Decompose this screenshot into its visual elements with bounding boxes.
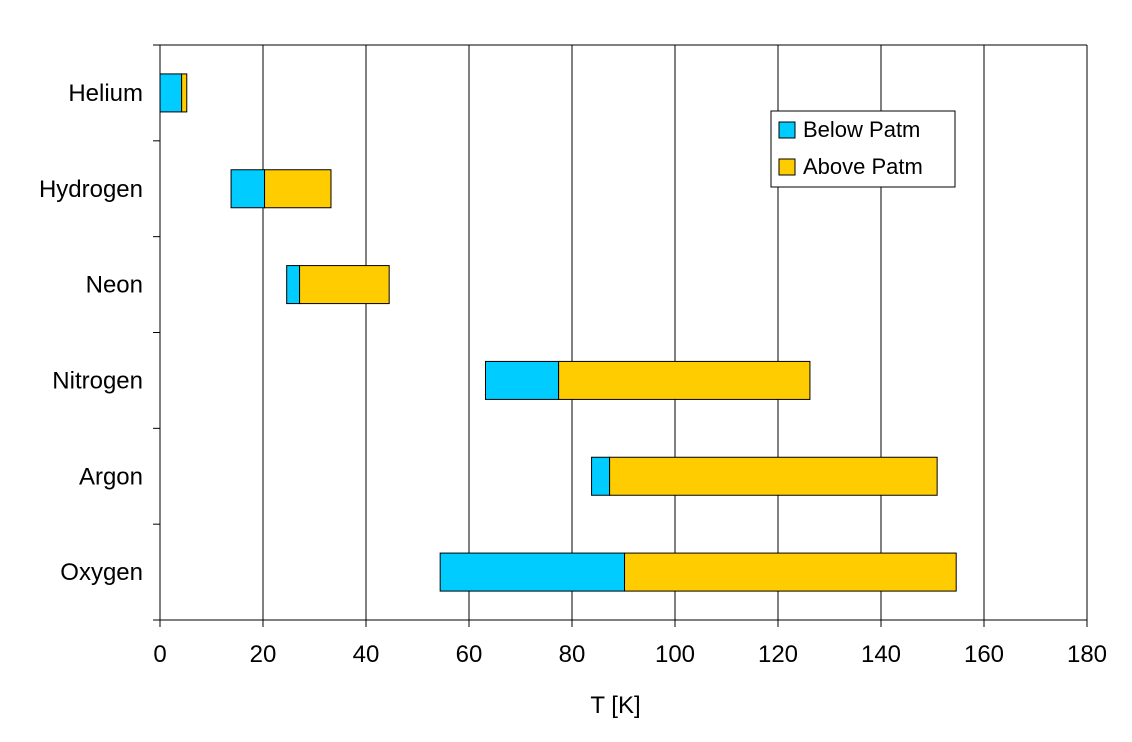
x-tick-label: 40 xyxy=(353,641,380,668)
bar-above-patm-nitrogen xyxy=(558,360,811,400)
category-label: Oxygen xyxy=(60,559,143,586)
bar-above-patm-argon xyxy=(609,456,938,496)
labels: 0 20 40 60 80 100 120 140 160 180 Helium Hydrogen Ne… xyxy=(39,80,1107,668)
category-label: Hydrogen xyxy=(39,176,143,203)
category-label: Argon xyxy=(79,463,143,490)
legend-box xyxy=(770,110,956,188)
category-label: Neon xyxy=(86,272,143,299)
x-tick-label: 80 xyxy=(559,641,586,668)
legend-swatch xyxy=(778,121,796,139)
x-tick-label: 140 xyxy=(861,641,901,668)
bar-above-patm-oxygen xyxy=(624,552,957,592)
legend-label: Below Patm xyxy=(803,117,920,142)
bar-above-patm-neon xyxy=(299,265,390,305)
category-label: Helium xyxy=(68,80,143,107)
legend: Below Patm Above Patm xyxy=(770,110,956,188)
x-tick-label: 160 xyxy=(964,641,1004,668)
bars xyxy=(159,73,957,592)
x-tick-label: 100 xyxy=(655,641,695,668)
category-label: Nitrogen xyxy=(52,367,143,394)
x-tick-label: 180 xyxy=(1067,641,1107,668)
x-tick-label: 0 xyxy=(153,641,166,668)
bar-below-patm-helium xyxy=(159,73,183,113)
bar-below-patm-oxygen xyxy=(439,552,626,592)
bar-below-patm-hydrogen xyxy=(230,169,266,209)
legend-label: Above Patm xyxy=(803,154,923,179)
x-tick-label: 20 xyxy=(250,641,277,668)
legend-swatch xyxy=(778,158,796,176)
bar-above-patm-hydrogen xyxy=(264,169,332,209)
x-axis-title: T [K] xyxy=(590,692,640,719)
axes xyxy=(153,44,1088,627)
bar-below-patm-nitrogen xyxy=(484,360,560,400)
bar-below-patm-neon xyxy=(286,265,301,305)
x-tick-label: 60 xyxy=(456,641,483,668)
bar-below-patm-argon xyxy=(591,456,611,496)
x-tick-label: 120 xyxy=(758,641,798,668)
bar-above-patm-helium xyxy=(181,73,188,113)
